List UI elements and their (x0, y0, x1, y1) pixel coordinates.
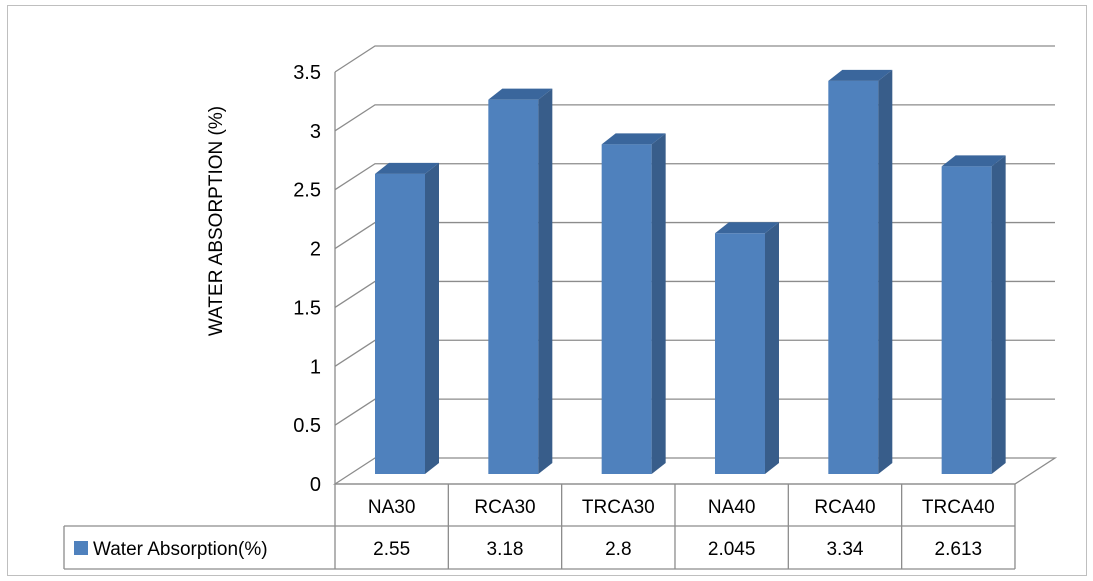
data-label: 2.045 (708, 539, 756, 560)
bar-front (828, 81, 878, 474)
category-label: NA30 (368, 497, 416, 518)
bar-side (652, 133, 666, 474)
category-label: RCA30 (474, 497, 535, 518)
data-label: 2.613 (935, 539, 983, 560)
data-label: 3.18 (487, 539, 524, 560)
legend-key (74, 541, 88, 555)
bar-front (602, 144, 652, 474)
data-label: 2.55 (373, 539, 410, 560)
bar-front (488, 100, 538, 474)
gridline (335, 105, 1055, 131)
data-table: NA30 2.55 RCA30 3.18 TRCA30 2.8 NA40 2.045 RCA40… (64, 484, 1015, 569)
category-label: RCA40 (814, 497, 875, 518)
y-tick-label: 0 (310, 474, 321, 496)
gridline (335, 46, 1055, 72)
y-tick-label: 2 (310, 239, 321, 261)
category-label: TRCA30 (582, 497, 655, 518)
bar-front (942, 166, 992, 474)
data-label: 3.34 (826, 539, 863, 560)
legend-series-name: Water Absorption(%) (93, 539, 268, 560)
category-label: NA40 (708, 497, 756, 518)
data-label: 2.8 (605, 539, 631, 560)
y-tick-label: 1 (310, 356, 321, 378)
y-tick-label: 3.5 (293, 62, 321, 84)
category-label: TRCA40 (922, 497, 995, 518)
bars (375, 70, 1006, 474)
bar-front (375, 174, 425, 474)
y-tick-label: 3 (310, 121, 321, 143)
y-tick-label: 2.5 (293, 180, 321, 202)
bar-side (538, 89, 552, 474)
bar-front (715, 233, 765, 474)
bar-side (765, 222, 779, 474)
y-tick-label: 1.5 (293, 297, 321, 319)
y-axis-label: WATER ABSORPTION (%) (206, 106, 227, 336)
bar-side (878, 70, 892, 474)
y-axis-ticks: 0 0.5 1 1.5 2 2.5 3 3.5 (293, 62, 321, 496)
bar-side (992, 155, 1006, 474)
y-tick-label: 0.5 (293, 415, 321, 437)
bar-side (425, 163, 439, 474)
